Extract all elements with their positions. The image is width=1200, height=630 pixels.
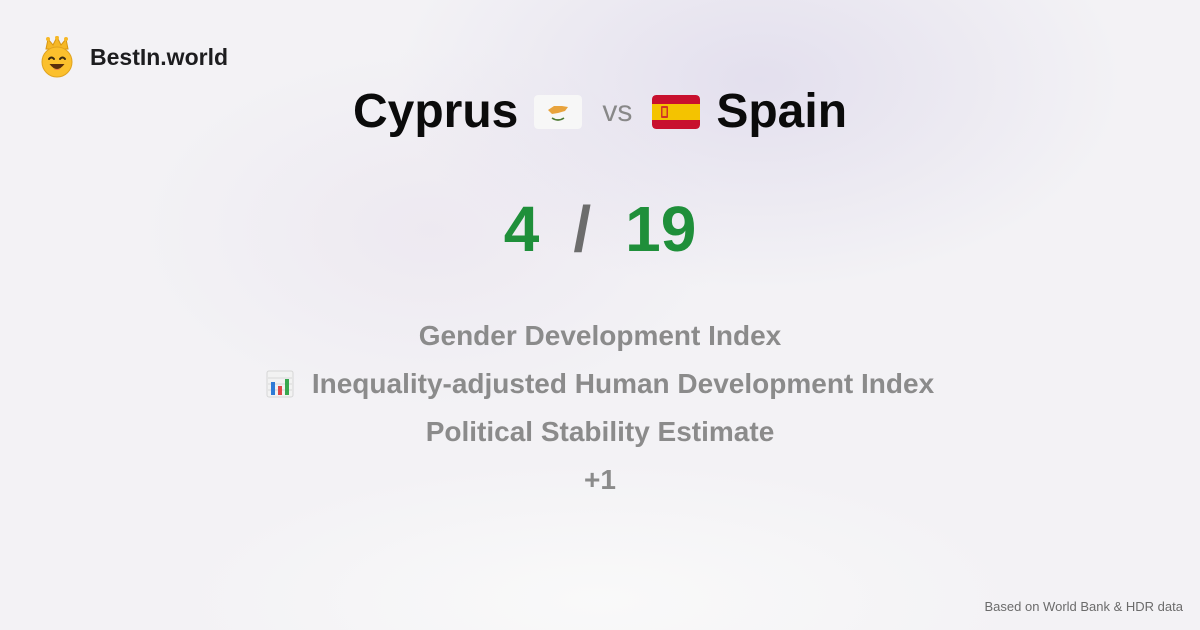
score-separator: / <box>573 193 592 265</box>
right-country-name: Spain <box>716 85 848 138</box>
metric-item[interactable]: Political Stability Estimate <box>426 408 775 456</box>
data-source-note: Based on World Bank & HDR data <box>984 599 1183 614</box>
left-country-name: Cyprus <box>352 85 519 138</box>
metric-label: Political Stability Estimate <box>425 416 775 447</box>
metric-label: +1 <box>584 464 616 495</box>
metric-item[interactable]: Inequality-adjusted Human Development In… <box>266 360 934 408</box>
metric-label: Inequality-adjusted Human Development In… <box>311 368 935 399</box>
spain-flag-icon <box>652 94 701 129</box>
left-score: 4 <box>503 193 540 265</box>
right-score: 19 <box>625 193 697 265</box>
vs-label: vs <box>602 94 633 128</box>
comparison-title: Cyprus vs Spain <box>0 84 1200 139</box>
more-metrics-count[interactable]: +1 <box>584 456 616 504</box>
score-row: 4 / 19 <box>0 192 1200 266</box>
bar-chart-icon <box>266 370 294 398</box>
metrics-list: Gender Development Index Inequality-adju… <box>0 312 1200 504</box>
metric-item[interactable]: Gender Development Index <box>419 312 782 360</box>
metric-label: Gender Development Index <box>418 320 782 351</box>
brand[interactable]: BestIn.world <box>38 36 228 78</box>
brand-name: BestIn.world <box>90 43 229 70</box>
smiling-face-with-crown-icon <box>41 36 73 78</box>
cyprus-flag-icon <box>534 94 583 129</box>
